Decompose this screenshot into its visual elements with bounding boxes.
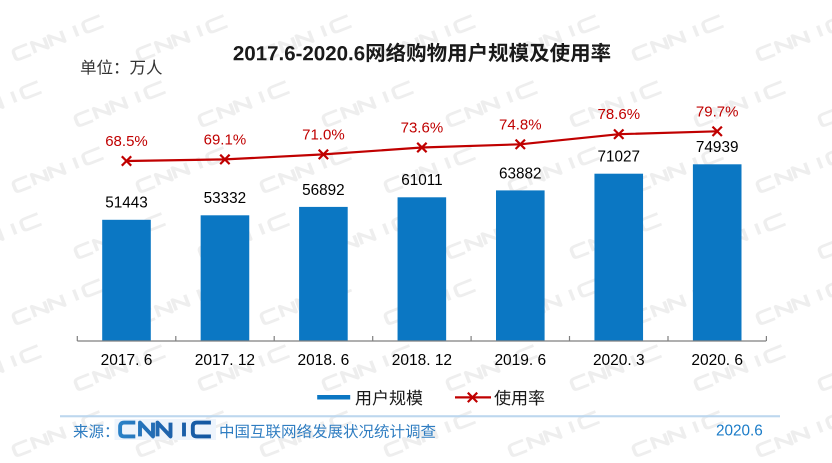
- svg-text:61011: 61011: [401, 172, 442, 189]
- svg-text:2018. 12: 2018. 12: [392, 352, 452, 369]
- svg-text:68.5%: 68.5%: [105, 133, 148, 150]
- svg-text:2017. 6: 2017. 6: [101, 352, 153, 369]
- svg-text:56892: 56892: [302, 182, 345, 199]
- svg-text:78.6%: 78.6%: [598, 106, 641, 123]
- svg-text:2020.6: 2020.6: [716, 422, 763, 439]
- svg-text:71027: 71027: [598, 149, 641, 166]
- svg-text:63882: 63882: [499, 165, 542, 182]
- svg-text:2017. 12: 2017. 12: [195, 352, 255, 369]
- svg-text:2019. 6: 2019. 6: [494, 352, 546, 369]
- svg-text:2020. 3: 2020. 3: [593, 352, 645, 369]
- svg-text:53332: 53332: [204, 190, 247, 207]
- svg-text:2018. 6: 2018. 6: [298, 352, 350, 369]
- svg-text:51443: 51443: [105, 195, 148, 212]
- svg-text:73.6%: 73.6%: [401, 120, 444, 137]
- svg-text:74939: 74939: [696, 139, 739, 156]
- svg-text:74.8%: 74.8%: [499, 116, 542, 133]
- svg-text:79.7%: 79.7%: [696, 103, 739, 120]
- svg-text:71.0%: 71.0%: [302, 126, 345, 143]
- svg-text:69.1%: 69.1%: [204, 131, 247, 148]
- svg-text:2020. 6: 2020. 6: [691, 352, 743, 369]
